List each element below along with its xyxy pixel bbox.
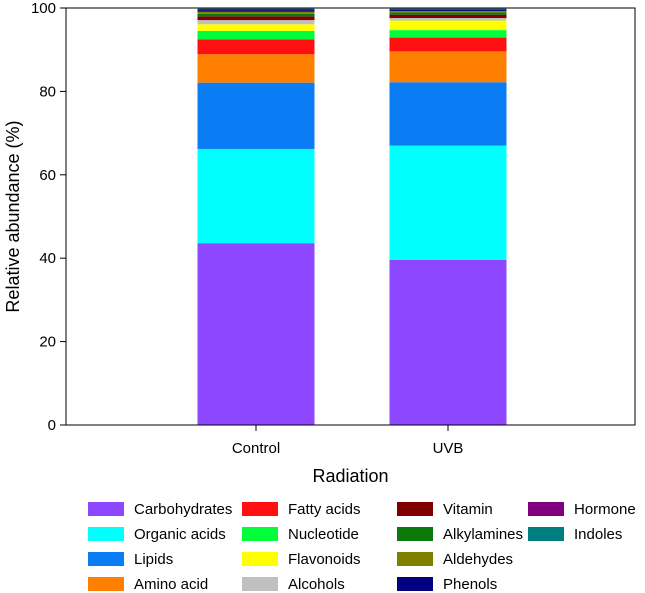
x-axis-title: Radiation: [312, 466, 388, 486]
bar-segment-uvb-5: [389, 30, 507, 38]
bar-segment-uvb-11: [389, 9, 507, 11]
legend-label-flavonoids: Flavonoids: [288, 551, 361, 568]
bar-segment-control-5: [197, 30, 315, 40]
legend-swatch-hormone: [528, 502, 564, 516]
bar-segment-control-7: [197, 20, 315, 25]
x-tick-label-uvb: UVB: [433, 440, 464, 457]
y-tick-label: 40: [39, 250, 56, 267]
bar-segment-uvb-2: [389, 82, 507, 146]
legend-label-aldehydes: Aldehydes: [443, 551, 513, 568]
legend-label-phenols: Phenols: [443, 576, 497, 593]
legend-swatch-indoles: [528, 527, 564, 541]
bar-segment-uvb-3: [389, 51, 507, 83]
legend-label-alkylamines: Alkylamines: [443, 526, 523, 543]
bar-segment-control-4: [197, 39, 315, 55]
legend-swatch-aldehydes: [397, 552, 433, 566]
legend-label-organic-acids: Organic acids: [134, 526, 226, 543]
legend-swatch-phenols: [397, 577, 433, 591]
legend-swatch-amino-acid: [88, 577, 124, 591]
legend-swatch-alcohols: [242, 577, 278, 591]
legend: Carbohydrates Organic acids Lipids Amino ac…: [88, 501, 636, 593]
legend-label-hormone: Hormone: [574, 501, 636, 518]
y-tick-label: 100: [31, 0, 56, 17]
legend-label-alcohols: Alcohols: [288, 576, 345, 593]
x-axis: Control UVB: [232, 425, 464, 457]
y-tick-label: 0: [48, 417, 56, 434]
legend-swatch-fatty-acids: [242, 502, 278, 516]
legend-label-carbohydrates: Carbohydrates: [134, 501, 232, 518]
bar-segment-control-3: [197, 54, 315, 83]
legend-swatch-alkylamines: [397, 527, 433, 541]
legend-label-fatty-acids: Fatty acids: [288, 501, 361, 518]
bar-segment-control-1: [197, 148, 315, 244]
y-axis-title: Relative abundance (%): [3, 120, 23, 312]
legend-swatch-vitamin: [397, 502, 433, 516]
bar-segment-control-8: [197, 16, 315, 21]
plot-frame: [65, 7, 636, 426]
y-tick-label: 60: [39, 167, 56, 184]
legend-swatch-organic-acids: [88, 527, 124, 541]
bar-segment-uvb-1: [389, 145, 507, 260]
y-tick-label: 80: [39, 83, 56, 100]
bar-segment-uvb-12: [389, 8, 507, 10]
bar-segment-uvb-10: [389, 10, 507, 13]
bar-segment-control-11: [197, 10, 315, 12]
bar-segment-uvb-0: [389, 259, 507, 425]
bar-segment-control-0: [197, 243, 315, 425]
bar-segment-control-10: [197, 11, 315, 14]
legend-label-nucleotide: Nucleotide: [288, 526, 359, 543]
legend-label-vitamin: Vitamin: [443, 501, 493, 518]
legend-swatch-lipids: [88, 552, 124, 566]
legend-label-lipids: Lipids: [134, 551, 173, 568]
bar-segment-uvb-7: [389, 18, 507, 21]
y-tick-label: 20: [39, 334, 56, 351]
legend-label-indoles: Indoles: [574, 526, 622, 543]
bars-layer: [197, 8, 507, 425]
bar-segment-control-2: [197, 82, 315, 149]
bar-segment-uvb-9: [389, 12, 507, 15]
legend-swatch-carbohydrates: [88, 502, 124, 516]
y-axis: 0 20 40 60 80 100: [31, 0, 66, 434]
legend-swatch-nucleotide: [242, 527, 278, 541]
bar-segment-uvb-6: [389, 20, 507, 31]
x-tick-label-control: Control: [232, 440, 280, 457]
bar-segment-control-12: [197, 8, 315, 11]
bar-segment-control-9: [197, 13, 315, 17]
bar-segment-control-6: [197, 24, 315, 31]
legend-swatch-flavonoids: [242, 552, 278, 566]
legend-label-amino-acid: Amino acid: [134, 576, 208, 593]
bar-segment-uvb-8: [389, 14, 507, 19]
bar-segment-uvb-4: [389, 37, 507, 52]
